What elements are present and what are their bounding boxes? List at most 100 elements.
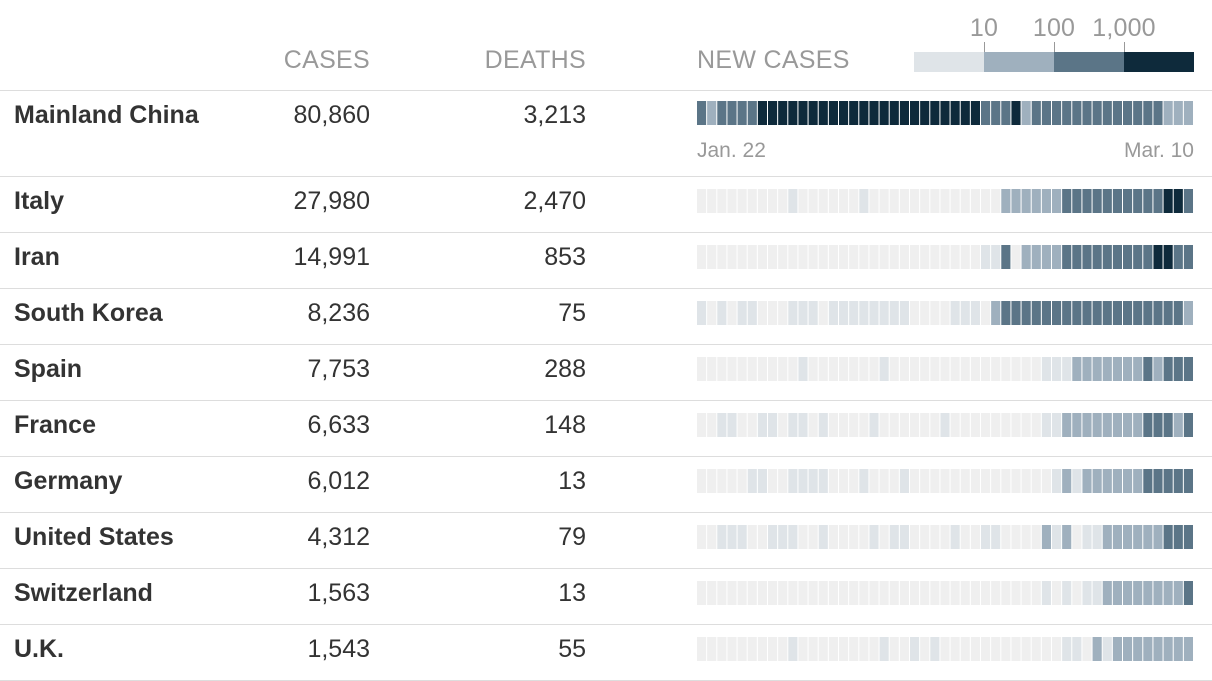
day-cell <box>981 301 991 325</box>
day-cell <box>1143 469 1153 493</box>
day-cell <box>1001 245 1011 269</box>
day-cell <box>960 189 970 213</box>
day-cell <box>1031 189 1041 213</box>
day-cell <box>839 189 849 213</box>
day-cell <box>818 357 828 381</box>
day-cell <box>960 581 970 605</box>
day-cell <box>747 357 757 381</box>
day-cell <box>1082 413 1092 437</box>
new-cases-strip <box>697 101 1193 125</box>
day-cell <box>707 469 717 493</box>
day-cell <box>950 413 960 437</box>
day-cell <box>757 525 767 549</box>
day-cell <box>1102 525 1112 549</box>
legend-swatch <box>1054 52 1124 72</box>
table-row: Switzerland 1,563 13 <box>0 569 1212 625</box>
day-cell <box>1082 581 1092 605</box>
day-cell <box>1112 581 1122 605</box>
day-cell <box>1031 301 1041 325</box>
legend-swatch <box>1124 52 1194 72</box>
day-cell <box>1031 101 1041 125</box>
day-cell <box>828 357 838 381</box>
color-legend: 10 100 1,000 <box>914 8 1194 72</box>
day-cell <box>1011 469 1021 493</box>
day-cell <box>991 581 1001 605</box>
day-cell <box>910 301 920 325</box>
day-cell <box>1062 469 1072 493</box>
day-cell <box>1072 413 1082 437</box>
day-cell <box>1062 357 1072 381</box>
day-cell <box>707 581 717 605</box>
day-cell <box>1001 101 1011 125</box>
day-cell <box>1031 469 1041 493</box>
day-cell <box>737 301 747 325</box>
day-cell <box>991 245 1001 269</box>
day-cell <box>727 245 737 269</box>
day-cell <box>1031 637 1041 661</box>
day-cell <box>940 525 950 549</box>
day-cell <box>1062 189 1072 213</box>
country-name: Spain <box>14 355 83 383</box>
day-cell <box>768 357 778 381</box>
country-name: Switzerland <box>14 579 153 607</box>
new-cases-strip <box>697 357 1193 381</box>
day-cell <box>910 245 920 269</box>
day-cell <box>1011 581 1021 605</box>
day-cell <box>981 357 991 381</box>
day-cell <box>727 301 737 325</box>
day-cell <box>859 581 869 605</box>
day-cell <box>1173 357 1183 381</box>
day-cell <box>849 581 859 605</box>
day-cell <box>818 189 828 213</box>
day-cell <box>1052 301 1062 325</box>
day-cell <box>1062 637 1072 661</box>
new-cases-strip <box>697 245 1193 269</box>
day-cell <box>981 637 991 661</box>
day-cell <box>1153 301 1163 325</box>
day-cell <box>818 525 828 549</box>
day-cell <box>981 245 991 269</box>
day-cell <box>798 101 808 125</box>
day-cell <box>798 189 808 213</box>
deaths-value: 288 <box>544 355 586 383</box>
day-cell <box>707 525 717 549</box>
day-cell <box>1173 413 1183 437</box>
day-cell <box>869 301 879 325</box>
day-cell <box>1082 301 1092 325</box>
day-cell <box>768 189 778 213</box>
day-cell <box>1021 469 1031 493</box>
new-cases-strip <box>697 525 1193 549</box>
new-cases-strip <box>697 581 1193 605</box>
day-cell <box>910 469 920 493</box>
day-cell <box>747 101 757 125</box>
day-cell <box>717 101 727 125</box>
day-cell <box>1011 189 1021 213</box>
day-cell <box>1133 245 1143 269</box>
day-cell <box>727 469 737 493</box>
day-cell <box>889 357 899 381</box>
day-cell <box>1133 357 1143 381</box>
day-cell <box>1143 357 1153 381</box>
day-cell <box>970 189 980 213</box>
day-cell <box>960 301 970 325</box>
day-cell <box>930 637 940 661</box>
day-cell <box>808 581 818 605</box>
day-cell <box>889 637 899 661</box>
day-cell <box>920 357 930 381</box>
day-cell <box>1183 189 1193 213</box>
day-cell <box>1031 413 1041 437</box>
day-cell <box>1163 525 1173 549</box>
day-cell <box>727 525 737 549</box>
day-cell <box>910 101 920 125</box>
deaths-value: 853 <box>544 243 586 271</box>
day-cell <box>879 245 889 269</box>
day-cell <box>950 525 960 549</box>
day-cell <box>737 357 747 381</box>
day-cell <box>1082 637 1092 661</box>
day-cell <box>869 357 879 381</box>
day-cell <box>1183 413 1193 437</box>
day-cell <box>1163 245 1173 269</box>
legend-swatch <box>914 52 984 72</box>
day-cell <box>869 525 879 549</box>
day-cell <box>1052 469 1062 493</box>
